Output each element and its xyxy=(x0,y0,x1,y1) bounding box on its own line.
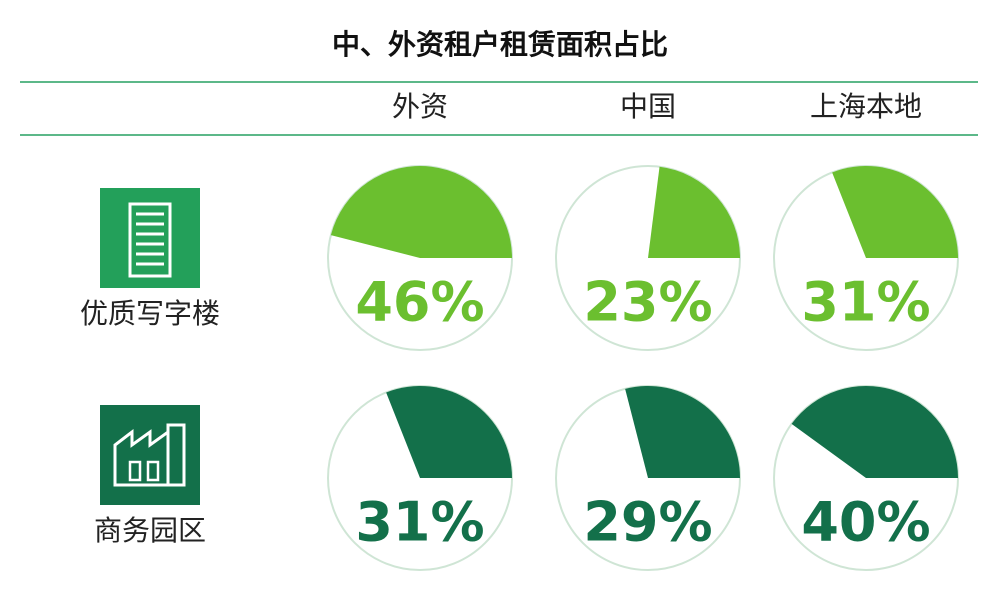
value-label: 40% xyxy=(801,491,930,554)
value-label: 31% xyxy=(355,491,484,554)
value-label: 23% xyxy=(583,271,712,334)
column-header: 中国 xyxy=(620,90,676,123)
pie-slice xyxy=(386,386,512,478)
office-icon xyxy=(100,188,200,288)
column-header: 上海本地 xyxy=(810,90,922,123)
row-label: 优质写字楼 xyxy=(80,297,220,330)
value-label: 31% xyxy=(801,271,930,334)
pie-slice xyxy=(648,166,740,258)
column-header: 外资 xyxy=(392,90,448,123)
value-label: 46% xyxy=(355,271,484,334)
pie-slice xyxy=(791,386,958,478)
value-label: 29% xyxy=(583,491,712,554)
pie-slice xyxy=(832,165,958,258)
chart-title: 中、外资租户租赁面积占比 xyxy=(332,28,668,61)
row-label: 商务园区 xyxy=(94,514,206,547)
park-icon xyxy=(100,405,200,505)
pie-slice xyxy=(330,166,512,258)
pie-slice xyxy=(625,386,740,478)
